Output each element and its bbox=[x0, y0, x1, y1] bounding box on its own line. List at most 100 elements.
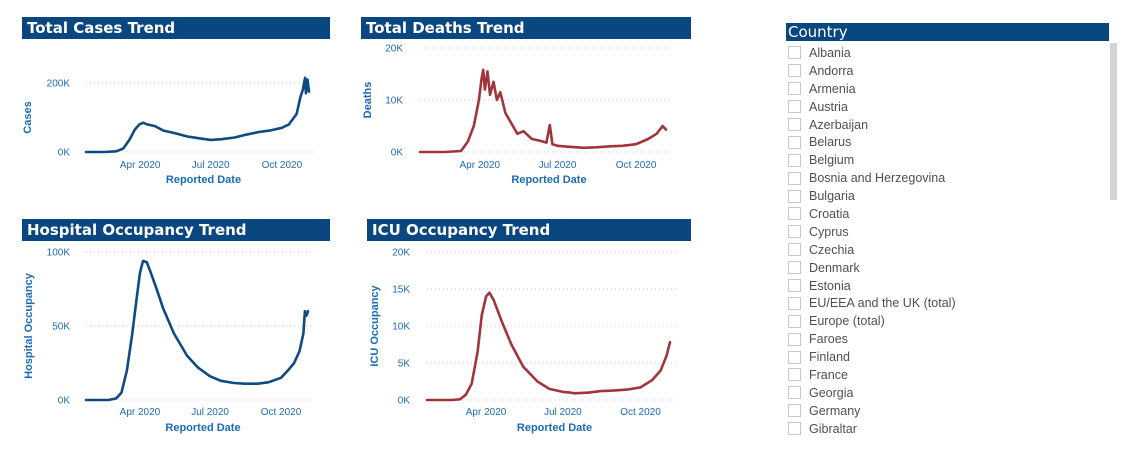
x-axis-title: Reported Date bbox=[166, 174, 241, 186]
x-tick-label: Oct 2020 bbox=[620, 407, 661, 418]
cases-line-chart: 0K 200K Apr 2020 Jul 2020 Oct 2020 Reported D… bbox=[22, 76, 315, 186]
country-item-label: Europe (total) bbox=[809, 314, 885, 329]
checkbox-icon[interactable] bbox=[788, 314, 801, 328]
country-item-label: Czechia bbox=[809, 242, 855, 257]
country-item[interactable]: Europe (total) bbox=[786, 312, 1110, 330]
icu-chart-panel: ICU Occupancy Trend 0K 5K 10K 15K 20K Apr 202… bbox=[367, 219, 691, 444]
country-item[interactable]: Denmark bbox=[786, 259, 1110, 277]
country-item-label: Georgia bbox=[809, 385, 854, 400]
x-tick-label: Apr 2020 bbox=[120, 160, 161, 171]
checkbox-icon[interactable] bbox=[788, 46, 801, 60]
country-item-label: Armenia bbox=[809, 81, 856, 96]
cases-chart-panel: Total Cases Trend 0K 200K Apr 2020 Jul 2020… bbox=[22, 17, 330, 197]
x-tick-label: Oct 2020 bbox=[261, 407, 302, 418]
country-slicer-title: Country bbox=[786, 23, 1109, 41]
y-axis-title: Deaths bbox=[362, 82, 374, 119]
checkbox-icon[interactable] bbox=[788, 332, 801, 346]
x-tick-label: Jul 2020 bbox=[544, 407, 582, 418]
checkbox-icon[interactable] bbox=[788, 350, 801, 364]
country-item[interactable]: EU/EEA and the UK (total) bbox=[786, 294, 1110, 312]
country-item[interactable]: Andorra bbox=[786, 62, 1110, 80]
country-item[interactable]: Belarus bbox=[786, 133, 1110, 151]
hospital-line-chart: 0K 50K 100K Apr 2020 Jul 2020 Oct 2020 Reporte… bbox=[23, 248, 314, 434]
y-tick-label: 20K bbox=[392, 248, 410, 259]
y-tick-label: 0K bbox=[391, 148, 404, 159]
deaths-series-line bbox=[418, 68, 668, 154]
country-item-label: Denmark bbox=[809, 260, 860, 275]
checkbox-icon[interactable] bbox=[788, 207, 801, 221]
country-item-label: Faroes bbox=[809, 332, 848, 347]
y-axis-title: Cases bbox=[22, 101, 34, 133]
checkbox-icon[interactable] bbox=[788, 261, 801, 275]
country-item[interactable]: Germany bbox=[786, 402, 1110, 420]
country-item[interactable]: Armenia bbox=[786, 80, 1110, 98]
checkbox-icon[interactable] bbox=[788, 100, 801, 114]
checkbox-icon[interactable] bbox=[788, 118, 801, 131]
country-item[interactable]: Azerbaijan bbox=[786, 116, 1110, 134]
country-item-label: Gibraltar bbox=[809, 421, 857, 436]
country-item-label: Belarus bbox=[809, 135, 852, 150]
country-item-label: Belgium bbox=[809, 153, 855, 168]
y-tick-label: 0K bbox=[398, 396, 411, 407]
country-item[interactable]: Cyprus bbox=[786, 223, 1110, 241]
checkbox-icon[interactable] bbox=[788, 225, 801, 239]
country-item-label: Austria bbox=[809, 99, 848, 114]
y-tick-label: 10K bbox=[392, 322, 410, 333]
deaths-chart-panel: Total Deaths Trend 0K 10K 20K Apr 2020 Jul 2… bbox=[361, 17, 691, 197]
y-tick-label: 15K bbox=[392, 285, 410, 296]
country-item[interactable]: Finland bbox=[786, 348, 1110, 366]
country-item-label: Bulgaria bbox=[809, 189, 855, 204]
x-tick-label: Apr 2020 bbox=[459, 160, 500, 171]
country-item-label: Azerbaijan bbox=[809, 117, 869, 132]
country-list[interactable]: Albania Andorra Armenia Austria Azerbaijan Be… bbox=[786, 44, 1110, 443]
y-axis-title: ICU Occupancy bbox=[369, 284, 381, 366]
country-item[interactable]: Belgium bbox=[786, 151, 1110, 169]
country-item[interactable]: Austria bbox=[786, 98, 1110, 116]
y-tick-label: 20K bbox=[385, 44, 403, 55]
y-tick-label: 5K bbox=[398, 359, 411, 370]
y-tick-label: 10K bbox=[385, 96, 403, 107]
country-item[interactable]: Estonia bbox=[786, 277, 1110, 295]
country-item[interactable]: Albania bbox=[786, 44, 1110, 62]
country-item-label: Andorra bbox=[809, 63, 854, 78]
checkbox-icon[interactable] bbox=[788, 296, 801, 310]
checkbox-icon[interactable] bbox=[788, 422, 801, 436]
country-item[interactable]: Georgia bbox=[786, 384, 1110, 402]
y-axis-title: Hospital Occupancy bbox=[23, 272, 35, 379]
country-list-scrollbar[interactable] bbox=[1110, 43, 1117, 200]
y-tick-label: 100K bbox=[47, 248, 71, 259]
checkbox-icon[interactable] bbox=[788, 243, 801, 257]
country-slicer: Country Albania Andorra Armenia Austria Azer… bbox=[786, 23, 1109, 443]
checkbox-icon[interactable] bbox=[788, 279, 801, 293]
country-item[interactable]: Czechia bbox=[786, 241, 1110, 259]
country-item[interactable]: Faroes bbox=[786, 330, 1110, 348]
y-tick-label: 0K bbox=[58, 148, 71, 159]
checkbox-icon[interactable] bbox=[788, 171, 801, 185]
x-axis-title: Reported Date bbox=[517, 422, 592, 434]
icu-series-line bbox=[425, 291, 672, 402]
x-tick-label: Jul 2020 bbox=[192, 160, 230, 171]
checkbox-icon[interactable] bbox=[788, 368, 801, 382]
x-axis-title: Reported Date bbox=[511, 174, 586, 186]
checkbox-icon[interactable] bbox=[788, 404, 801, 418]
checkbox-icon[interactable] bbox=[788, 153, 801, 167]
checkbox-icon[interactable] bbox=[788, 64, 801, 78]
country-item-label: EU/EEA and the UK (total) bbox=[809, 296, 956, 311]
checkbox-icon[interactable] bbox=[788, 386, 801, 400]
hospital-chart-title: Hospital Occupancy Trend bbox=[22, 219, 330, 241]
checkbox-icon[interactable] bbox=[788, 82, 801, 96]
x-tick-label: Oct 2020 bbox=[616, 160, 657, 171]
country-item[interactable]: Bosnia and Herzegovina bbox=[786, 169, 1110, 187]
cases-chart-title: Total Cases Trend bbox=[22, 17, 330, 39]
checkbox-icon[interactable] bbox=[788, 135, 801, 149]
country-item[interactable]: Croatia bbox=[786, 205, 1110, 223]
hospital-series-line bbox=[84, 259, 310, 402]
country-item[interactable]: Bulgaria bbox=[786, 187, 1110, 205]
icu-line-chart: 0K 5K 10K 15K 20K Apr 2020 Jul 2020 Oct 2020 Rep… bbox=[369, 248, 676, 434]
x-tick-label: Apr 2020 bbox=[120, 407, 161, 418]
icu-chart-title: ICU Occupancy Trend bbox=[367, 219, 691, 241]
country-item[interactable]: Gibraltar bbox=[786, 420, 1110, 438]
checkbox-icon[interactable] bbox=[788, 189, 801, 203]
country-item[interactable]: France bbox=[786, 366, 1110, 384]
y-tick-label: 0K bbox=[58, 396, 71, 407]
